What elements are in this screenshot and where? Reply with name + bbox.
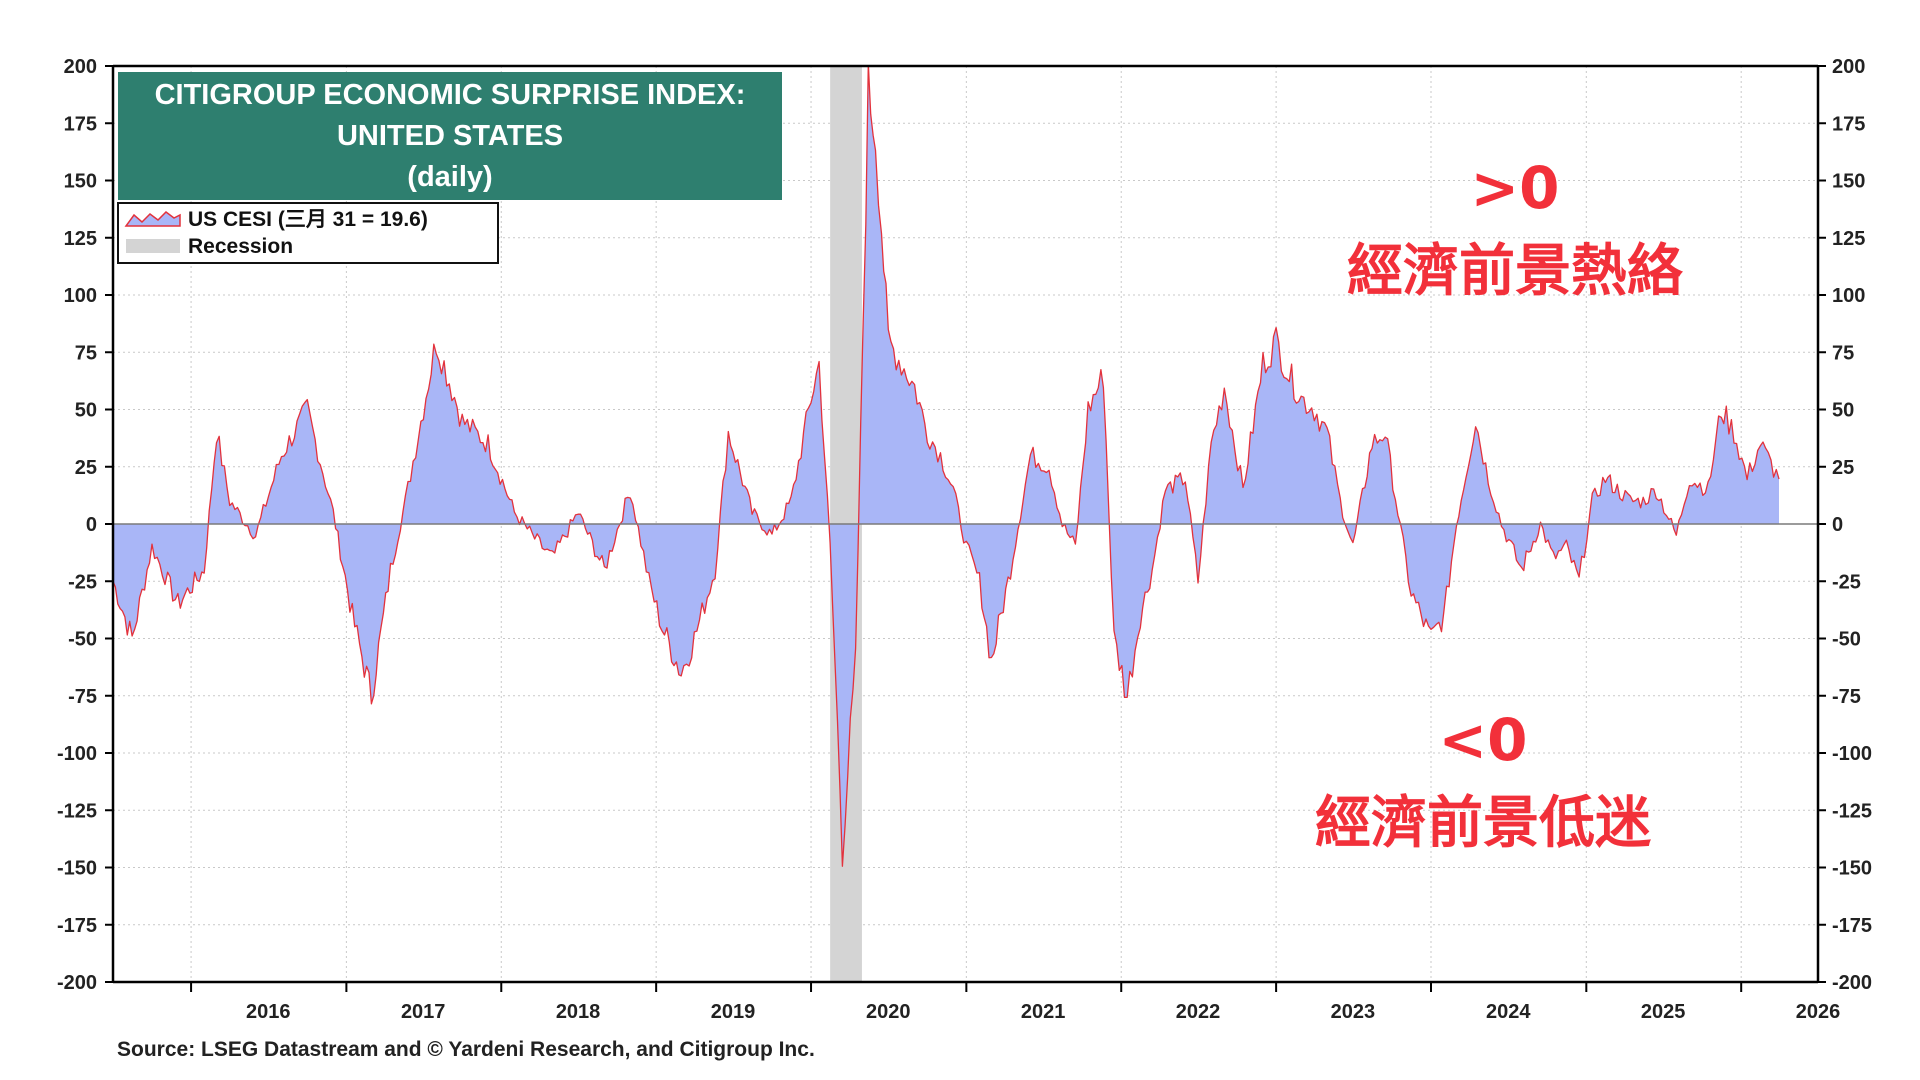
y-tick-label-right: -200 bbox=[1832, 972, 1872, 994]
x-tick-label: 2025 bbox=[1641, 1001, 1686, 1023]
series-area-fill bbox=[113, 66, 1779, 867]
chart-title-line-2: UNITED STATES bbox=[337, 120, 563, 152]
legend: US CESI (三月 31 = 19.6) Recession bbox=[117, 202, 499, 264]
annotation-negative-text: 經濟前景低迷 bbox=[1315, 791, 1651, 856]
y-tick-label-right: 25 bbox=[1832, 457, 1854, 479]
x-tick-label: 2017 bbox=[401, 1001, 446, 1023]
chart-title-line-1: CITIGROUP ECONOMIC SURPRISE INDEX: bbox=[155, 79, 746, 111]
y-tick-label-left: 75 bbox=[75, 342, 97, 364]
y-tick-label-left: -125 bbox=[57, 800, 97, 822]
y-tick-label-right: 200 bbox=[1832, 56, 1865, 78]
legend-series-swatch bbox=[124, 211, 181, 227]
annotation-positive-text: 經濟前景熱絡 bbox=[1347, 239, 1684, 304]
y-tick-label-left: 0 bbox=[86, 514, 97, 536]
y-tick-label-right: -50 bbox=[1832, 629, 1861, 651]
y-tick-label-left: 150 bbox=[64, 171, 97, 193]
y-tick-label-right: 50 bbox=[1832, 400, 1854, 422]
y-tick-label-right: -150 bbox=[1832, 858, 1872, 880]
y-tick-label-right: -25 bbox=[1832, 571, 1861, 593]
legend-recession-swatch bbox=[126, 239, 180, 253]
x-tick-label: 2023 bbox=[1331, 1001, 1376, 1023]
y-tick-label-left: 125 bbox=[64, 228, 97, 250]
x-axis: 2016 2017 2018 2019 2020 2021 2022 2023 2024 2025… bbox=[190, 982, 1841, 1023]
y-tick-label-right: 175 bbox=[1832, 113, 1865, 135]
y-axis-right: 200 175 150 125 100 75 50 25 0 -25 -50 -75 -100 -125 -… bbox=[1818, 56, 1872, 994]
x-tick-label: 2020 bbox=[866, 1001, 911, 1023]
y-tick-label-right: 100 bbox=[1832, 285, 1865, 307]
x-tick-label: 2024 bbox=[1486, 1001, 1531, 1023]
y-tick-label-left: 25 bbox=[75, 457, 97, 479]
legend-recession-label: Recession bbox=[188, 235, 293, 258]
y-tick-label-right: 0 bbox=[1832, 514, 1843, 536]
y-tick-label-left: -200 bbox=[57, 972, 97, 994]
y-tick-label-left: 175 bbox=[64, 113, 97, 135]
chart-title-line-3: (daily) bbox=[407, 161, 492, 193]
y-tick-label-left: 50 bbox=[75, 400, 97, 422]
y-tick-label-right: 125 bbox=[1832, 228, 1865, 250]
x-tick-label: 2022 bbox=[1176, 1001, 1221, 1023]
series-area bbox=[113, 66, 1780, 867]
y-tick-label-right: 75 bbox=[1832, 342, 1854, 364]
y-tick-label-left: -175 bbox=[57, 915, 97, 937]
title-box: CITIGROUP ECONOMIC SURPRISE INDEX: UNITE… bbox=[118, 72, 782, 200]
y-tick-label-right: 150 bbox=[1832, 171, 1865, 193]
x-tick-label: 2016 bbox=[246, 1001, 291, 1023]
y-tick-label-left: -75 bbox=[68, 686, 97, 708]
legend-box bbox=[117, 202, 499, 264]
y-tick-label-right: -125 bbox=[1832, 800, 1872, 822]
annotation-negative-sign: <0 bbox=[1439, 706, 1528, 774]
x-tick-label: 2021 bbox=[1021, 1001, 1066, 1023]
x-tick-label: 2026 bbox=[1796, 1001, 1841, 1023]
y-tick-label-left: 200 bbox=[64, 56, 97, 78]
annotation-positive-sign: >0 bbox=[1471, 154, 1560, 222]
x-tick-label: 2018 bbox=[556, 1001, 601, 1023]
y-tick-label-left: 100 bbox=[64, 285, 97, 307]
series-line bbox=[113, 66, 1780, 867]
y-tick-label-left: -150 bbox=[57, 858, 97, 880]
legend-series-label: US CESI (三月 31 = 19.6) bbox=[188, 208, 428, 231]
y-tick-label-right: -100 bbox=[1832, 743, 1872, 765]
x-tick-label: 2019 bbox=[711, 1001, 756, 1023]
title-background bbox=[118, 72, 782, 200]
y-tick-label-right: -175 bbox=[1832, 915, 1872, 937]
y-axis-left: 200 175 150 125 100 75 50 25 0 -25 -50 -75 -100 -125 -… bbox=[57, 56, 113, 994]
y-tick-label-right: -75 bbox=[1832, 686, 1861, 708]
y-tick-label-left: -25 bbox=[68, 571, 97, 593]
y-tick-label-left: -50 bbox=[68, 629, 97, 651]
y-tick-label-left: -100 bbox=[57, 743, 97, 765]
source-note: Source: LSEG Datastream and © Yardeni Re… bbox=[117, 1038, 815, 1061]
